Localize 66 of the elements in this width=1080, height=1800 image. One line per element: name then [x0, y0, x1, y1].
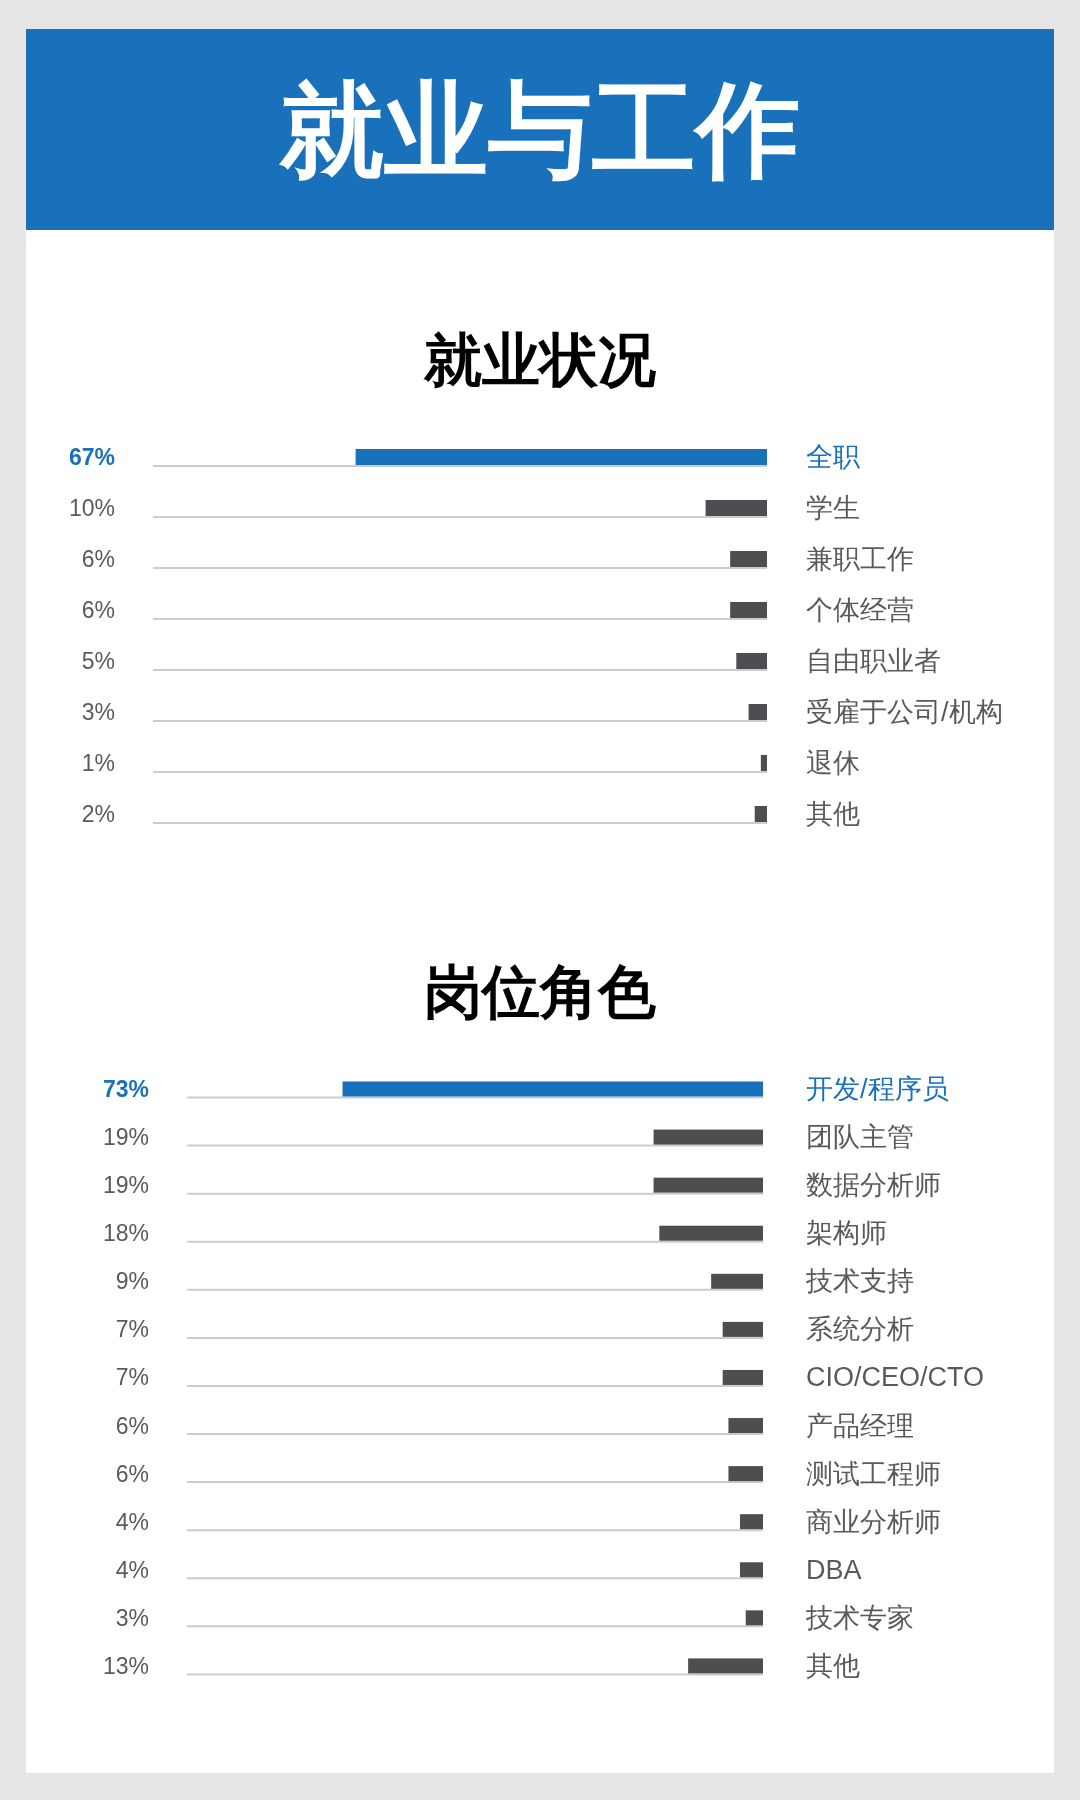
data-label: 9% — [115, 1268, 149, 1295]
data-label: 1% — [81, 750, 115, 776]
bar — [739, 1514, 763, 1530]
bar — [739, 1562, 763, 1578]
data-label: 3% — [115, 1604, 149, 1631]
bar — [736, 653, 767, 669]
bar — [730, 551, 767, 567]
bar — [754, 806, 767, 822]
y-tick-label: 受雇于公司/机构 — [806, 697, 1003, 727]
bar — [653, 1177, 763, 1193]
bar — [728, 1418, 763, 1434]
chart-title: 就业状况 — [423, 326, 656, 392]
bar — [722, 1369, 763, 1385]
bar — [748, 704, 767, 720]
bar — [653, 1129, 763, 1145]
bar — [711, 1273, 763, 1289]
data-label: 3% — [81, 699, 115, 725]
data-label: 7% — [115, 1364, 149, 1391]
y-tick-label: 技术专家 — [805, 1602, 914, 1633]
data-label: 6% — [115, 1460, 149, 1487]
bar — [728, 1466, 763, 1482]
bar — [355, 449, 767, 465]
bar — [342, 1081, 763, 1097]
data-label: 19% — [102, 1124, 149, 1151]
data-label: 7% — [115, 1316, 149, 1343]
bar — [730, 602, 767, 618]
y-tick-label: 其他 — [806, 799, 860, 829]
chart-title: 岗位角色 — [424, 958, 656, 1024]
y-tick-label: 全职 — [806, 442, 860, 472]
data-label: 19% — [102, 1172, 149, 1199]
data-label: 18% — [102, 1220, 149, 1247]
y-tick-label: 个体经营 — [806, 595, 914, 625]
y-tick-label: 开发/程序员 — [806, 1074, 949, 1104]
y-tick-label: 产品经理 — [806, 1410, 914, 1441]
y-tick-label: 团队主管 — [806, 1122, 914, 1153]
data-label: 6% — [81, 597, 115, 623]
y-tick-label: 测试工程师 — [806, 1458, 941, 1489]
bar — [688, 1658, 763, 1674]
data-label: 6% — [81, 546, 115, 572]
data-label: 4% — [115, 1556, 149, 1583]
y-tick-label: 兼职工作 — [806, 544, 914, 574]
data-label: 4% — [115, 1508, 149, 1535]
y-tick-label: 架构师 — [806, 1218, 887, 1249]
y-tick-label: 自由职业者 — [806, 646, 941, 676]
data-label: 13% — [102, 1652, 149, 1679]
data-label: 2% — [81, 801, 115, 827]
data-label: 6% — [115, 1412, 149, 1439]
data-label: 10% — [68, 495, 115, 521]
y-tick-label: 技术支持 — [805, 1266, 914, 1297]
y-tick-label: CIO/CEO/CTO — [806, 1362, 985, 1393]
y-tick-label: 其他 — [806, 1650, 860, 1681]
y-tick-label: 学生 — [806, 493, 860, 523]
y-tick-label: 系统分析 — [806, 1314, 914, 1345]
bar — [745, 1610, 763, 1626]
y-tick-label: 数据分析师 — [806, 1170, 941, 1201]
data-label: 73% — [102, 1076, 149, 1102]
bar — [760, 755, 767, 771]
y-tick-label: 商业分析师 — [806, 1506, 941, 1537]
text: 就业与工作 — [278, 71, 800, 188]
bar — [705, 500, 767, 516]
bar — [659, 1225, 763, 1241]
y-tick-label: 退休 — [806, 748, 860, 778]
y-tick-label: DBA — [806, 1554, 862, 1585]
data-label: 5% — [81, 648, 115, 674]
bar — [722, 1321, 763, 1337]
data-label: 67% — [68, 444, 115, 470]
